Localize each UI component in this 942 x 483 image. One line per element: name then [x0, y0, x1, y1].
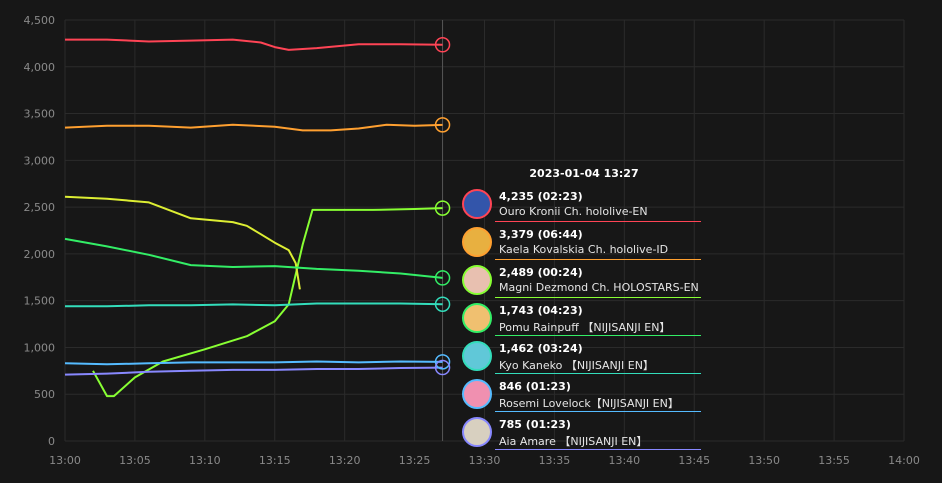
x-tick-label: 13:35 — [539, 454, 571, 467]
tooltip: 2023-01-04 13:27 4,235 (02:23) Ouro Kroni… — [461, 163, 701, 451]
x-tick-label: 13:25 — [399, 454, 431, 467]
tooltip-channel-name: Magni Dezmond Ch. HOLOSTARS-EN — [499, 281, 699, 294]
x-tick-label: 13:20 — [329, 454, 361, 467]
avatar — [462, 379, 492, 409]
tooltip-color-line — [495, 411, 701, 412]
y-tick-label: 3,500 — [24, 108, 56, 121]
x-tick-label: 13:50 — [748, 454, 780, 467]
y-tick-label: 1,000 — [24, 341, 56, 354]
x-tick-label: 13:05 — [119, 454, 151, 467]
tooltip-color-line — [495, 449, 701, 450]
tooltip-rows: 4,235 (02:23) Ouro Kronii Ch. hololive-EN… — [461, 185, 701, 451]
x-tick-label: 13:15 — [259, 454, 291, 467]
tooltip-value: 4,235 (02:23) — [499, 190, 583, 203]
tooltip-channel-name: Kaela Kovalskia Ch. hololive-ID — [499, 243, 669, 256]
tooltip-value: 1,462 (03:24) — [499, 342, 583, 355]
tooltip-value: 3,379 (06:44) — [499, 228, 583, 241]
tooltip-color-line — [495, 297, 701, 298]
tooltip-value: 2,489 (00:24) — [499, 266, 583, 279]
series-line — [64, 366, 443, 376]
y-axis: 0 500 1,000 1,500 2,000 2,500 3,000 3,500 4,000 4… — [24, 14, 56, 448]
avatar — [462, 265, 492, 295]
avatar — [462, 341, 492, 371]
tooltip-value: 1,743 (04:23) — [499, 304, 583, 317]
tooltip-channel-name: Kyo Kaneko 【NIJISANJI EN】 — [499, 359, 654, 372]
x-tick-label: 13:55 — [818, 454, 850, 467]
avatar — [462, 417, 492, 447]
series-line — [92, 207, 443, 398]
series-marker — [434, 354, 451, 370]
x-tick-label: 13:30 — [469, 454, 501, 467]
tooltip-row: 1,743 (04:23) Pomu Rainpuff 【NIJISANJI EN… — [461, 299, 701, 337]
series-line — [65, 38, 443, 51]
x-tick-label: 13:45 — [678, 454, 710, 467]
tooltip-channel-name: Aia Amare 【NIJISANJI EN】 — [499, 435, 648, 448]
tooltip-row: 846 (01:23) Rosemi Lovelock【NIJISANJI EN】 — [461, 375, 701, 413]
tooltip-channel-name: Rosemi Lovelock【NIJISANJI EN】 — [499, 397, 679, 410]
tooltip-color-line — [495, 373, 701, 374]
y-tick-label: 2,000 — [24, 248, 56, 261]
series-line — [65, 302, 443, 308]
series-lines — [64, 38, 443, 398]
series-marker — [434, 296, 451, 312]
tooltip-channel-name: Ouro Kronii Ch. hololive-EN — [499, 205, 648, 218]
x-tick-label: 13:00 — [49, 454, 81, 467]
tooltip-row: 3,379 (06:44) Kaela Kovalskia Ch. hololiv… — [461, 223, 701, 261]
tooltip-color-line — [495, 221, 701, 222]
tooltip-value: 785 (01:23) — [499, 418, 571, 431]
y-tick-label: 4,500 — [24, 14, 56, 27]
series-marker — [434, 359, 451, 376]
y-tick-label: 0 — [48, 435, 55, 448]
tooltip-color-line — [495, 259, 701, 260]
tooltip-row: 785 (01:23) Aia Amare 【NIJISANJI EN】 — [461, 413, 701, 451]
tooltip-row: 2,489 (00:24) Magni Dezmond Ch. HOLOSTARS… — [461, 261, 701, 299]
tooltip-channel-name: Pomu Rainpuff 【NIJISANJI EN】 — [499, 321, 671, 334]
avatar — [462, 303, 492, 333]
y-tick-label: 1,500 — [24, 295, 56, 308]
series-line — [64, 195, 301, 290]
x-tick-label: 13:10 — [189, 454, 221, 467]
series-line — [64, 360, 443, 366]
y-tick-label: 2,500 — [24, 201, 56, 214]
avatar — [462, 227, 492, 257]
avatar — [462, 189, 492, 219]
x-tick-label: 13:40 — [608, 454, 640, 467]
series-line — [64, 237, 443, 279]
tooltip-time: 2023-01-04 13:27 — [529, 167, 639, 180]
y-tick-label: 3,000 — [24, 154, 56, 167]
series-marker — [434, 200, 451, 216]
tooltip-value: 846 (01:23) — [499, 380, 571, 393]
series-marker — [434, 37, 451, 53]
series-marker — [434, 270, 451, 286]
tooltip-row: 4,235 (02:23) Ouro Kronii Ch. hololive-EN — [461, 185, 701, 223]
series-marker — [434, 117, 451, 133]
tooltip-row: 1,462 (03:24) Kyo Kaneko 【NIJISANJI EN】 — [461, 337, 701, 375]
series-markers — [434, 37, 451, 376]
series-line — [64, 123, 443, 132]
tooltip-color-line — [495, 335, 701, 336]
y-tick-label: 500 — [34, 388, 55, 401]
x-tick-label: 14:00 — [888, 454, 920, 467]
x-axis: 13:00 13:05 13:10 13:15 13:20 13:25 13:30 13:35… — [49, 454, 920, 467]
y-tick-label: 4,000 — [24, 61, 56, 74]
